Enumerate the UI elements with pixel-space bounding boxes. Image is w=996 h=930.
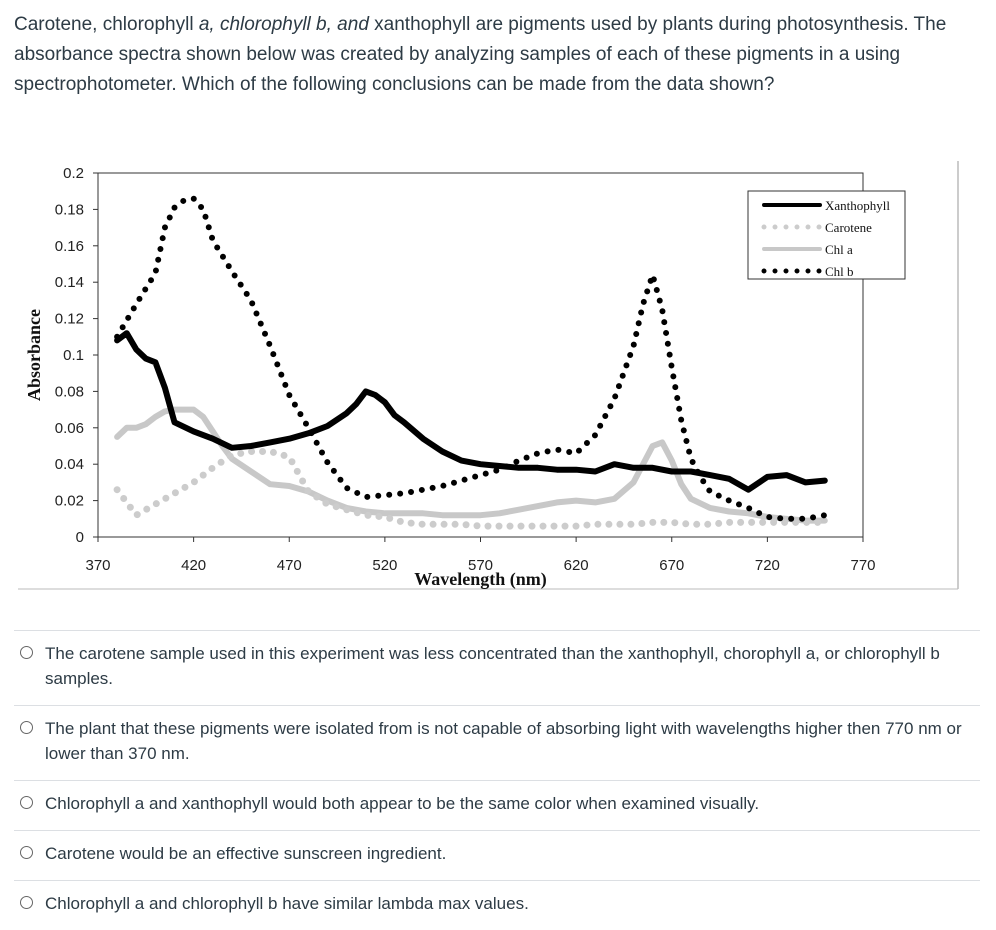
y-tick-label: 0.12	[55, 311, 84, 328]
x-tick-label: 720	[755, 557, 780, 574]
series-line-chl-a	[114, 406, 828, 524]
y-tick-label: 0.06	[55, 420, 84, 437]
absorbance-chart: 0 0.02 0.04 0.06 0.08 0.1 0.12 0.14 0.16 0.18 0.2 3…	[18, 161, 959, 590]
answer-option-label: The carotene sample used in this experim…	[45, 644, 940, 688]
y-tick-label: 0.02	[55, 493, 84, 510]
answer-option-label: Chlorophyll a and chlorophyll b have sim…	[45, 894, 529, 913]
answer-option-2[interactable]: The plant that these pigments were isola…	[14, 705, 980, 780]
question-text-italic: a, chlorophyll b, and	[198, 14, 369, 35]
answer-option-label: The plant that these pigments were isola…	[45, 719, 962, 763]
y-tick-label: 0	[76, 529, 84, 546]
series-line-carotene	[113, 448, 829, 530]
answer-option-3[interactable]: Chlorophyll a and xanthophyll would both…	[14, 780, 980, 830]
y-axis-title: Absorbance	[24, 309, 44, 401]
question-text-part-2: xanthophyll are pigments used by plants …	[14, 14, 947, 95]
y-tick-label: 0.04	[55, 456, 84, 473]
x-tick-label: 770	[850, 557, 875, 574]
chart-legend: Xanthophyll Carotene Chl a Chl b	[747, 190, 906, 280]
answer-option-label: Carotene would be an effective sunscreen…	[45, 844, 447, 863]
radio-button-icon[interactable]	[20, 646, 33, 659]
answer-option-4[interactable]: Carotene would be an effective sunscreen…	[14, 830, 980, 880]
x-tick-label: 620	[564, 557, 589, 574]
legend-label: Chl a	[825, 242, 853, 257]
y-tick-label: 0.16	[55, 238, 84, 255]
y-tick-label: 0.1	[63, 347, 84, 364]
answer-option-1[interactable]: The carotene sample used in this experim…	[14, 630, 980, 705]
series-line-xanthophyll	[114, 330, 828, 493]
x-tick-label: 470	[277, 557, 302, 574]
radio-button-icon[interactable]	[20, 846, 33, 859]
y-tick-label: 0.2	[63, 165, 84, 182]
x-tick-label: 370	[85, 557, 110, 574]
answer-option-label: Chlorophyll a and xanthophyll would both…	[45, 794, 760, 813]
y-tick-label: 0.18	[55, 201, 84, 218]
y-tick-label: 0.14	[55, 274, 84, 291]
legend-label: Carotene	[825, 220, 872, 235]
x-tick-label: 520	[372, 557, 397, 574]
radio-button-icon[interactable]	[20, 896, 33, 909]
x-tick-label: 570	[468, 557, 493, 574]
legend-label: Chl b	[825, 264, 854, 279]
x-tick-label: 670	[659, 557, 684, 574]
legend-label: Xanthophyll	[825, 198, 890, 213]
answer-option-5[interactable]: Chlorophyll a and chlorophyll b have sim…	[14, 880, 980, 930]
absorbance-spectra-figure: 0 0.02 0.04 0.06 0.08 0.1 0.12 0.14 0.16 0.18 0.2 3…	[18, 155, 962, 593]
y-tick-label: 0.08	[55, 383, 84, 400]
series-line-chl-b	[114, 195, 828, 522]
radio-button-icon[interactable]	[20, 796, 33, 809]
x-tick-label: 420	[181, 557, 206, 574]
answer-choices: The carotene sample used in this experim…	[14, 630, 980, 930]
question-text-part-1: Carotene, chlorophyll	[14, 14, 199, 35]
x-axis-title: Wavelength (nm)	[414, 569, 547, 590]
question-text: Carotene, chlorophyll a, chlorophyll b, …	[14, 10, 984, 100]
radio-button-icon[interactable]	[20, 721, 33, 734]
